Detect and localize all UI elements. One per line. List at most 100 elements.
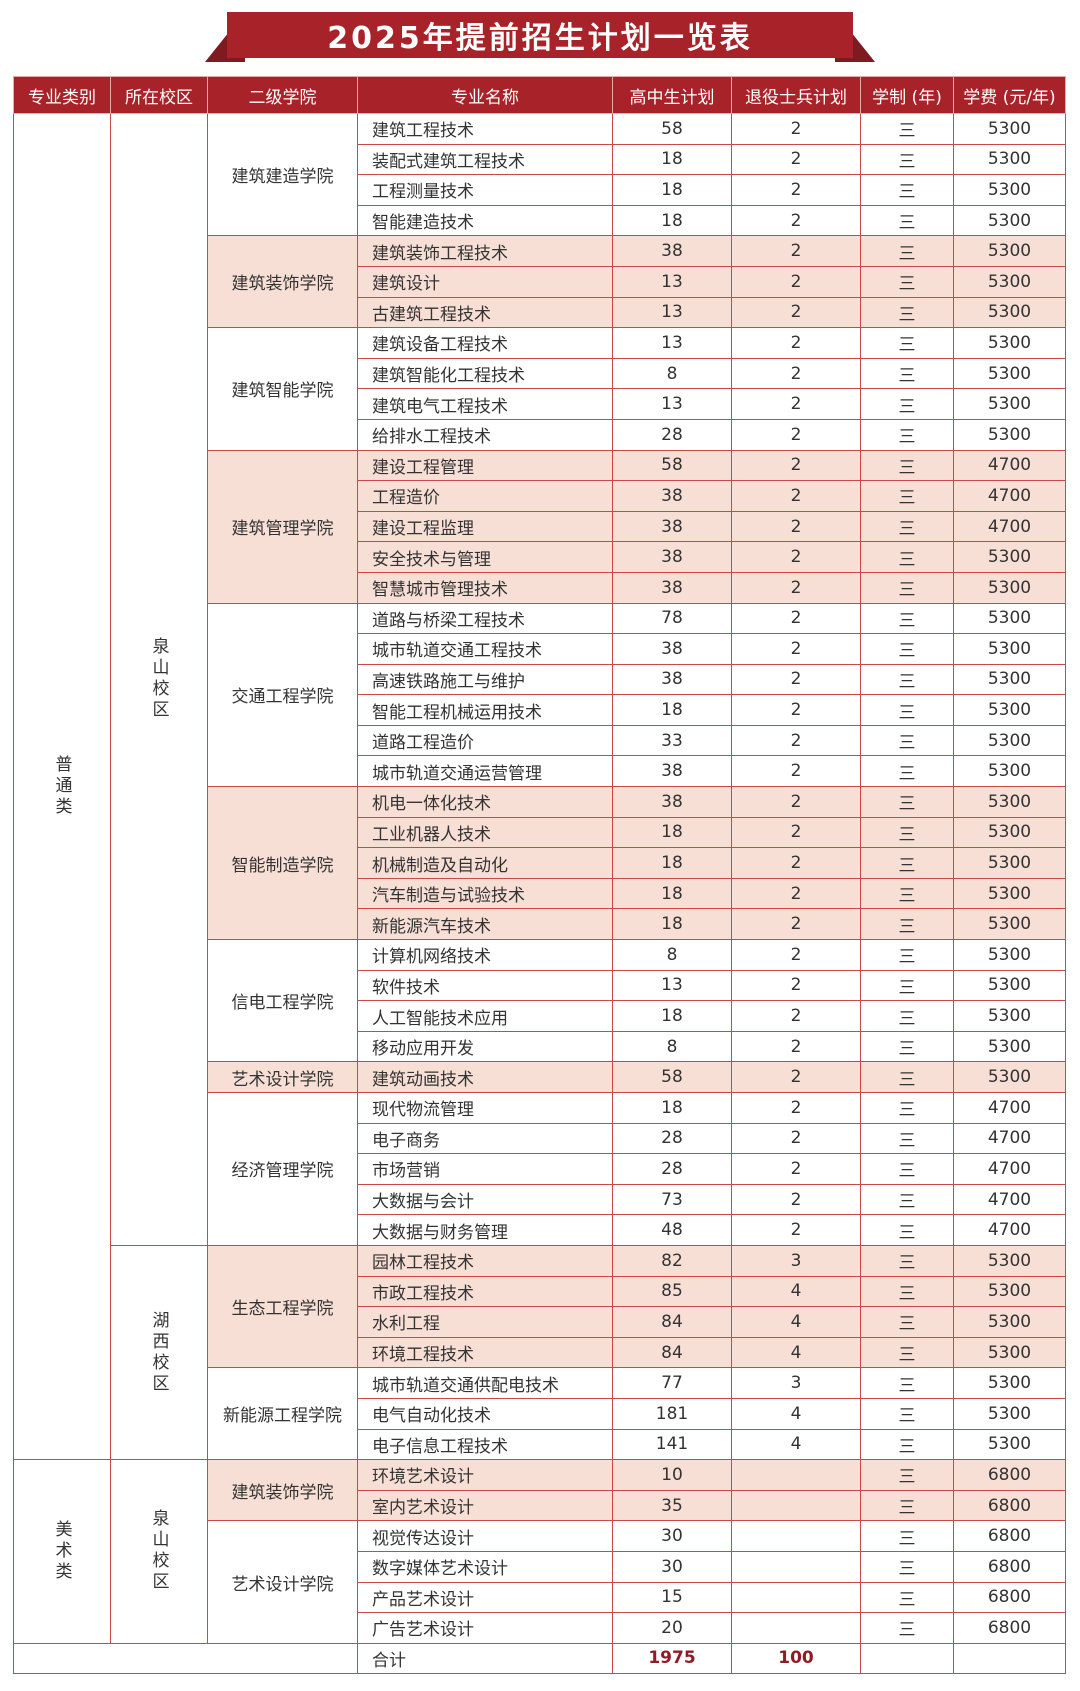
major-name: 汽车制造与试验技术 [357, 877, 613, 910]
fee: 5300 [953, 724, 1066, 757]
veteran-plan: 2 [731, 1061, 861, 1093]
years: 三 [860, 449, 954, 482]
table-row: 建筑智能学院 建筑设备工程技术 13 2 三 5300 [14, 327, 1066, 451]
table-row: 电子信息工程技术 141 4 三 5300 [14, 1428, 1066, 1461]
high-school-plan: 18 [612, 1092, 732, 1124]
fee: 5300 [953, 296, 1066, 329]
fee: 5300 [953, 541, 1066, 573]
table-row: 电气自动化技术 181 4 三 5300 [14, 1397, 1066, 1430]
fee: 6800 [953, 1612, 1066, 1644]
table-row: 市政工程技术 85 4 三 5300 [14, 1275, 1066, 1308]
years: 三 [860, 174, 954, 206]
high-school-plan: 18 [612, 816, 732, 849]
table-row: 工程测量技术 18 2 三 5300 [14, 174, 1066, 206]
college-cell: 生态工程学院 [207, 1244, 358, 1369]
fee: 5300 [953, 755, 1066, 788]
veteran-plan [731, 1459, 861, 1491]
table-row: 工程造价 38 2 三 4700 [14, 480, 1066, 512]
high-school-plan: 77 [612, 1367, 732, 1399]
table-row: 大数据与会计 73 2 三 4700 [14, 1183, 1066, 1216]
major-name: 园林工程技术 [357, 1244, 613, 1277]
veteran-plan: 2 [731, 939, 861, 971]
fee: 6800 [953, 1520, 1066, 1552]
years: 三 [860, 1581, 954, 1614]
fee: 4700 [953, 1153, 1066, 1185]
major-name: 建筑智能化工程技术 [357, 357, 613, 390]
years: 三 [860, 265, 954, 298]
major-name: 建筑动画技术 [357, 1061, 613, 1093]
high-school-plan: 58 [612, 1061, 732, 1093]
major-name: 建设工程管理 [357, 449, 613, 482]
fee: 5300 [953, 877, 1066, 910]
veteran-plan: 3 [731, 1367, 861, 1399]
table-row: 建筑设计 13 2 三 5300 [14, 265, 1066, 298]
header-fee: 学费 (元/年) [953, 76, 1066, 114]
fee: 6800 [953, 1489, 1066, 1522]
veteran-plan: 2 [731, 113, 861, 145]
high-school-plan: 38 [612, 235, 732, 267]
years: 三 [860, 1336, 954, 1369]
years: 三 [860, 786, 954, 818]
major-name: 工程测量技术 [357, 174, 613, 206]
veteran-plan: 2 [731, 449, 861, 482]
high-school-plan: 38 [612, 480, 732, 512]
major-name: 智能工程机械运用技术 [357, 694, 613, 726]
high-school-plan: 20 [612, 1612, 732, 1644]
years: 三 [860, 1520, 954, 1552]
major-name: 大数据与财务管理 [357, 1214, 613, 1246]
college-cell: 信电工程学院 [207, 939, 358, 1063]
high-school-plan: 35 [612, 1489, 732, 1522]
high-school-plan: 28 [612, 1153, 732, 1185]
college-cell: 交通工程学院 [207, 602, 358, 788]
years: 三 [860, 235, 954, 267]
fee: 5300 [953, 174, 1066, 206]
years: 三 [860, 1306, 954, 1338]
table-row: 智能工程机械运用技术 18 2 三 5300 [14, 694, 1066, 726]
major-name: 环境艺术设计 [357, 1459, 613, 1491]
header-high-school-plan: 高中生计划 [612, 76, 732, 114]
years: 三 [860, 1428, 954, 1461]
fee: 5300 [953, 1306, 1066, 1338]
years: 三 [860, 1367, 954, 1399]
years: 三 [860, 357, 954, 390]
total-years-blank [860, 1642, 954, 1675]
fee: 5300 [953, 633, 1066, 665]
years: 三 [860, 847, 954, 879]
fee: 5300 [953, 694, 1066, 726]
veteran-plan [731, 1489, 861, 1522]
veteran-plan: 2 [731, 265, 861, 298]
veteran-plan: 2 [731, 786, 861, 818]
table-row: 新能源工程学院 城市轨道交通供配电技术 77 3 三 5300 [14, 1367, 1066, 1461]
veteran-plan: 2 [731, 602, 861, 635]
table-row: 艺术设计学院 建筑动画技术 58 2 三 5300 [14, 1061, 1066, 1093]
major-name: 软件技术 [357, 969, 613, 1002]
major-name: 古建筑工程技术 [357, 296, 613, 329]
header-major: 专业名称 [357, 76, 613, 114]
years: 三 [860, 388, 954, 420]
table-row: 移动应用开发 8 2 三 5300 [14, 1030, 1066, 1063]
veteran-plan: 2 [731, 908, 861, 941]
table-row: 新能源汽车技术 18 2 三 5300 [14, 908, 1066, 941]
table-row: 艺术设计学院 视觉传达设计 30 三 6800 [14, 1520, 1066, 1644]
fee: 5300 [953, 1275, 1066, 1308]
table-row: 建筑管理学院 建设工程管理 58 2 三 4700 [14, 449, 1066, 604]
major-name: 市场营销 [357, 1153, 613, 1185]
fee: 5300 [953, 1367, 1066, 1399]
veteran-plan: 2 [731, 1000, 861, 1032]
major-name: 水利工程 [357, 1306, 613, 1338]
veteran-plan: 2 [731, 510, 861, 543]
high-school-plan: 18 [612, 174, 732, 206]
fee: 5300 [953, 1000, 1066, 1032]
high-school-plan: 13 [612, 969, 732, 1002]
veteran-plan: 2 [731, 357, 861, 390]
years: 三 [860, 1122, 954, 1155]
high-school-plan: 82 [612, 1244, 732, 1277]
major-name: 道路工程造价 [357, 724, 613, 757]
major-name: 人工智能技术应用 [357, 1000, 613, 1032]
years: 三 [860, 143, 954, 176]
years: 三 [860, 327, 954, 359]
total-veteran: 100 [731, 1642, 861, 1675]
fee: 5300 [953, 663, 1066, 696]
major-name: 工业机器人技术 [357, 816, 613, 849]
years: 三 [860, 908, 954, 941]
